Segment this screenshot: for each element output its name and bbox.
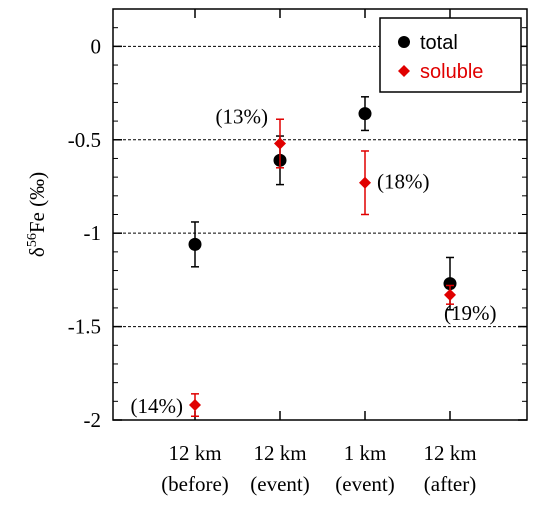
- annotations: (14%) (13%) (18%) (19%): [131, 105, 497, 419]
- percent-annotation-2: (18%): [377, 170, 429, 194]
- percent-annotation-0: (14%): [131, 394, 183, 418]
- data-marks: [188, 96, 457, 418]
- total-point-3: [443, 256, 457, 311]
- y-tick-label: -2: [84, 408, 102, 432]
- legend-label-total: total: [420, 32, 458, 54]
- legend-marker-soluble: [398, 65, 410, 77]
- y-axis-ticks: 0 -0.5 -1 -1.5 -2: [68, 27, 527, 432]
- soluble-point-3: [444, 284, 456, 305]
- legend-label-soluble: soluble: [420, 61, 483, 83]
- y-axis-label: δ56Fe (‰): [25, 172, 49, 257]
- y-tick-label: -1.5: [68, 315, 101, 339]
- y-tick-label: -0.5: [68, 128, 101, 152]
- category-label-line2: (after): [424, 472, 476, 496]
- percent-annotation-1: (13%): [216, 105, 268, 129]
- percent-annotation-3: (19%): [444, 301, 496, 325]
- category-label-line2: (event): [250, 472, 309, 496]
- total-point-0: [188, 221, 202, 268]
- y-tick-label: 0: [91, 34, 102, 58]
- category-label-line2: (before): [161, 472, 229, 496]
- legend: total soluble: [379, 17, 522, 93]
- plot-frame: [112, 8, 528, 421]
- soluble-marker: [444, 288, 456, 301]
- legend-box: [379, 17, 522, 93]
- x-axis-ticks: [194, 9, 451, 420]
- total-marker: [443, 277, 457, 291]
- category-label-line2: (event): [335, 472, 394, 496]
- total-marker: [358, 107, 372, 121]
- category-labels: 12 km (before) 12 km (event) 1 km (event) 12 k…: [161, 441, 476, 496]
- soluble-marker: [359, 176, 371, 189]
- legend-marker-total: [398, 36, 410, 48]
- soluble-marker: [274, 137, 286, 150]
- total-marker: [188, 237, 202, 251]
- soluble-point-1: [274, 118, 286, 169]
- category-label-line1: 12 km: [168, 441, 221, 465]
- soluble-point-0: [189, 393, 201, 418]
- category-label-line1: 12 km: [253, 441, 306, 465]
- y-tick-label: -1: [84, 221, 102, 245]
- soluble-marker: [189, 399, 201, 412]
- soluble-point-2: [359, 150, 371, 216]
- total-point-2: [358, 96, 372, 132]
- category-label-line1: 12 km: [423, 441, 476, 465]
- category-label-line1: 1 km: [344, 441, 387, 465]
